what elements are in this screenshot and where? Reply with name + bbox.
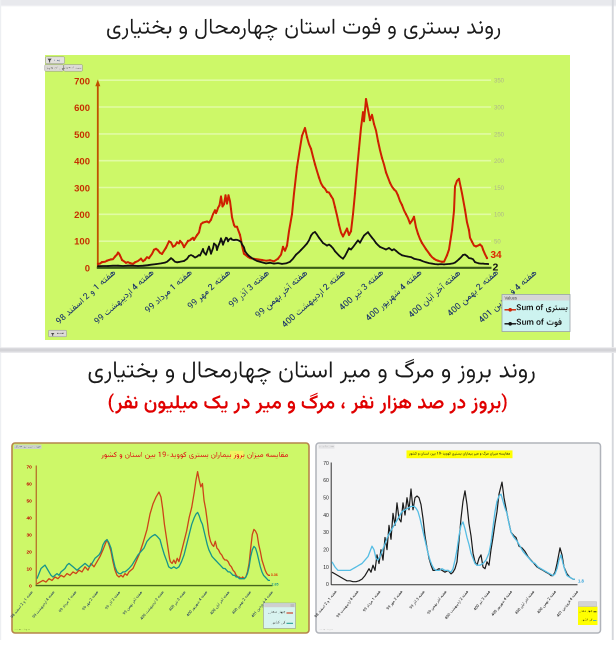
svg-text:70: 70 [323,461,329,467]
svg-text:70: 70 [26,465,32,471]
svg-text:40: 40 [323,513,329,519]
svg-text:1.8: 1.8 [578,579,584,584]
svg-text:350: 350 [494,79,505,85]
svg-text:0: 0 [85,263,90,274]
svg-text:500: 500 [74,130,90,141]
svg-text:100: 100 [74,237,90,248]
svg-text:30: 30 [26,533,32,539]
svg-text:50: 50 [494,240,501,246]
svg-text:60: 60 [323,478,329,484]
svg-text:20: 20 [26,550,32,556]
svg-text:10: 10 [323,565,329,571]
svg-text:50: 50 [26,499,32,505]
svg-text:34: 34 [491,250,503,261]
svg-text:200: 200 [494,159,505,165]
svg-text:700: 700 [74,76,90,87]
svg-text:50: 50 [323,496,329,502]
svg-text:600: 600 [74,103,90,114]
svg-text:3.36: 3.36 [271,573,278,577]
svg-text:Values: Values [505,296,518,301]
svg-text:2.65: 2.65 [272,582,279,586]
svg-text:2: 2 [493,262,499,274]
svg-text:0: 0 [29,584,32,590]
svg-text:100: 100 [494,213,505,219]
svg-text:400: 400 [74,157,90,168]
svg-text:0: 0 [326,582,329,588]
svg-text:300: 300 [494,105,505,111]
svg-text:200: 200 [74,210,90,221]
svg-text:40: 40 [26,516,32,522]
svg-text:60: 60 [26,482,32,488]
svg-text:20: 20 [323,548,329,554]
svg-text:30: 30 [323,530,329,536]
svg-text:10: 10 [26,567,32,573]
svg-text:150: 150 [494,186,505,192]
svg-text:250: 250 [494,132,505,138]
svg-text:300: 300 [74,183,90,194]
